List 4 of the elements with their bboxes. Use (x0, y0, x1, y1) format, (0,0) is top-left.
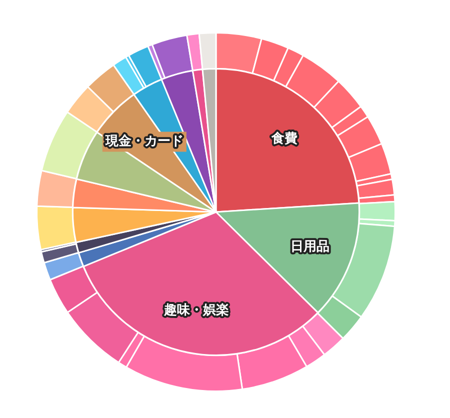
slice-label: 日用品 (290, 240, 330, 255)
slice-label: 現金・カード (104, 134, 184, 150)
slice-label: 趣味・娯楽 (163, 302, 230, 318)
slice-label: 食費 (270, 131, 298, 146)
